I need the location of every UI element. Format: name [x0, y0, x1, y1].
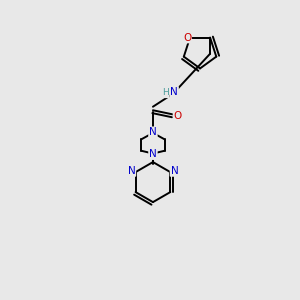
- Text: O: O: [183, 32, 191, 43]
- Text: N: N: [170, 166, 178, 176]
- Text: H: H: [162, 88, 169, 98]
- Text: N: N: [149, 127, 157, 137]
- Text: N: N: [149, 149, 157, 159]
- Text: N: N: [128, 166, 135, 176]
- Text: O: O: [174, 111, 182, 121]
- Text: N: N: [170, 87, 178, 97]
